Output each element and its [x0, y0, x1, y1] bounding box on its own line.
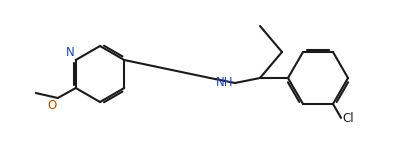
- Text: NH: NH: [216, 76, 233, 88]
- Text: O: O: [47, 99, 57, 112]
- Text: Cl: Cl: [342, 112, 354, 125]
- Text: N: N: [66, 46, 75, 59]
